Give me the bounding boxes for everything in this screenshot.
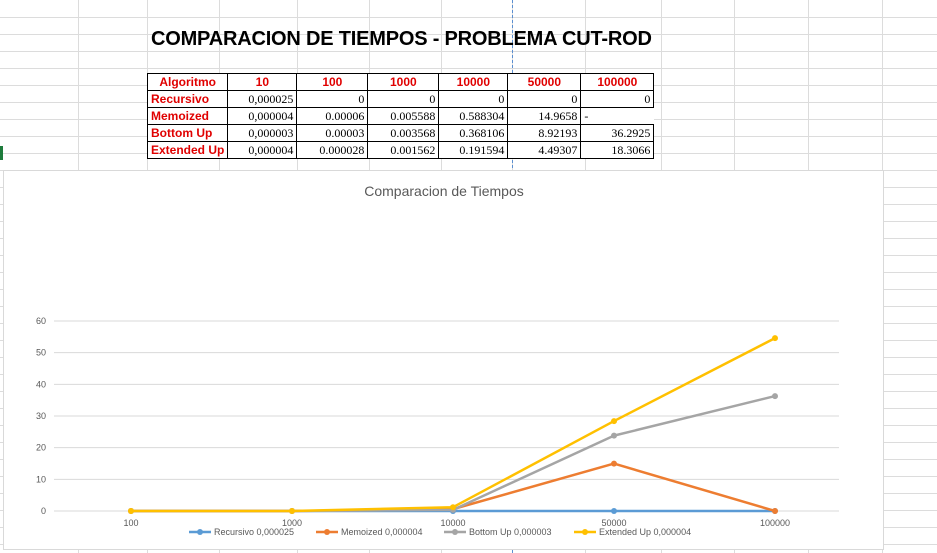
value-cell[interactable]: 0.191594	[438, 141, 509, 159]
header-cell-100[interactable]: 100	[296, 73, 369, 91]
series-line	[130, 462, 776, 513]
table-row: Bottom Up 0,000003 0.00003 0.003568 0.36…	[146, 124, 655, 142]
sheet-title[interactable]: COMPARACION DE TIEMPOS - PROBLEMA CUT-RO…	[151, 28, 652, 50]
chart-gridlines	[54, 320, 839, 512]
grid-row-line	[0, 17, 937, 18]
header-cell-50000[interactable]: 50000	[507, 73, 582, 91]
value-cell[interactable]: 0.005588	[367, 107, 440, 125]
value-cell[interactable]: 0.00003	[296, 124, 369, 142]
y-tick-label: 50	[36, 348, 46, 358]
x-tick-label: 100000	[760, 518, 790, 528]
series-line	[130, 336, 776, 513]
value-cell[interactable]: 0.001562	[367, 141, 440, 159]
grid-row-line	[0, 68, 937, 69]
chart-title: Comparacion de Tiempos	[364, 183, 524, 199]
table-header-row: Algoritmo 10 100 1000 10000 50000 100000	[146, 73, 655, 91]
data-point	[772, 508, 778, 514]
value-cell[interactable]: -	[580, 107, 654, 125]
algorithm-cell[interactable]: Extended Up	[146, 141, 229, 159]
value-cell[interactable]: 0,000004	[227, 141, 298, 159]
data-point	[611, 432, 617, 439]
y-tick-label: 60	[36, 316, 46, 326]
value-cell[interactable]: 0.588304	[438, 107, 509, 125]
table-row: Memoized 0,000004 0.00006 0.005588 0.588…	[146, 107, 654, 125]
data-point	[772, 335, 778, 342]
chart-series	[128, 335, 778, 514]
data-point	[611, 418, 617, 425]
legend-label: Extended Up 0,000004	[599, 527, 691, 537]
x-tick-label: 50000	[601, 518, 626, 528]
legend-marker	[197, 529, 203, 535]
grid-row-line	[0, 34, 937, 35]
chart-canvas: Comparacion de Tiempos 0 10 20 30 40 50 60 100…	[36, 183, 839, 537]
data-point	[611, 508, 617, 514]
value-cell[interactable]: 0.00006	[296, 107, 369, 125]
algorithm-cell[interactable]: Recursivo	[146, 90, 229, 108]
value-cell[interactable]: 0,000004	[227, 107, 298, 125]
value-cell[interactable]: 0,000025	[227, 90, 298, 108]
grid-row-line	[0, 51, 937, 52]
y-tick-label: 40	[36, 379, 46, 389]
results-table: Algoritmo 10 100 1000 10000 50000 100000…	[146, 73, 655, 159]
data-point	[289, 507, 295, 514]
y-axis-ticks: 0 10 20 30 40 50 60	[36, 316, 46, 516]
legend-label: Bottom Up 0,000003	[469, 527, 552, 537]
series-line	[130, 394, 776, 513]
table-row: Recursivo 0,000025 0 0 0 0 0	[146, 90, 655, 108]
header-cell-10000[interactable]: 10000	[438, 73, 509, 91]
x-tick-label: 100	[123, 518, 138, 528]
header-cell-1000[interactable]: 1000	[367, 73, 440, 91]
x-tick-label: 10000	[440, 518, 465, 528]
y-tick-label: 30	[36, 411, 46, 421]
legend-label: Recursivo 0,000025	[214, 527, 294, 537]
value-cell[interactable]: 0.003568	[367, 124, 440, 142]
value-cell[interactable]: 0,000003	[227, 124, 298, 142]
line-chart[interactable]: Comparacion de Tiempos 0 10 20 30 40 50 60 100…	[3, 170, 884, 550]
algorithm-cell[interactable]: Bottom Up	[146, 124, 229, 142]
value-cell[interactable]: 0	[507, 90, 582, 108]
value-cell[interactable]: 18.3066	[580, 141, 655, 159]
value-cell[interactable]: 0.368106	[438, 124, 509, 142]
data-point	[772, 393, 778, 400]
legend-marker	[452, 529, 458, 535]
chart-legend[interactable]: Recursivo 0,000025 Memoized 0,000004 Botto…	[189, 527, 691, 537]
value-cell[interactable]: 0.000028	[296, 141, 369, 159]
header-cell-100000[interactable]: 100000	[580, 73, 655, 91]
value-cell[interactable]: 36.2925	[580, 124, 655, 142]
y-tick-label: 10	[36, 474, 46, 484]
x-tick-label: 1000	[282, 518, 302, 528]
data-point	[128, 507, 134, 514]
header-cell-algoritmo[interactable]: Algoritmo	[146, 73, 229, 91]
value-cell[interactable]: 4.49307	[507, 141, 582, 159]
algorithm-cell[interactable]: Memoized	[146, 107, 229, 125]
legend-marker	[324, 529, 330, 535]
value-cell[interactable]: 8.92193	[507, 124, 582, 142]
table-row: Extended Up 0,000004 0.000028 0.001562 0…	[146, 141, 655, 159]
data-point	[611, 460, 617, 467]
legend-label: Memoized 0,000004	[341, 527, 423, 537]
y-tick-label: 20	[36, 443, 46, 453]
data-point	[450, 504, 456, 511]
x-axis-ticks: 100 1000 10000 50000 100000	[123, 518, 790, 528]
y-tick-label: 0	[41, 506, 46, 516]
value-cell[interactable]: 0	[296, 90, 369, 108]
value-cell[interactable]: 0	[438, 90, 509, 108]
selected-row-marker	[0, 146, 3, 160]
legend-marker	[582, 529, 588, 535]
value-cell[interactable]: 14.9658	[507, 107, 582, 125]
value-cell[interactable]: 0	[367, 90, 440, 108]
value-cell[interactable]: 0	[580, 90, 655, 108]
header-cell-10[interactable]: 10	[227, 73, 298, 91]
